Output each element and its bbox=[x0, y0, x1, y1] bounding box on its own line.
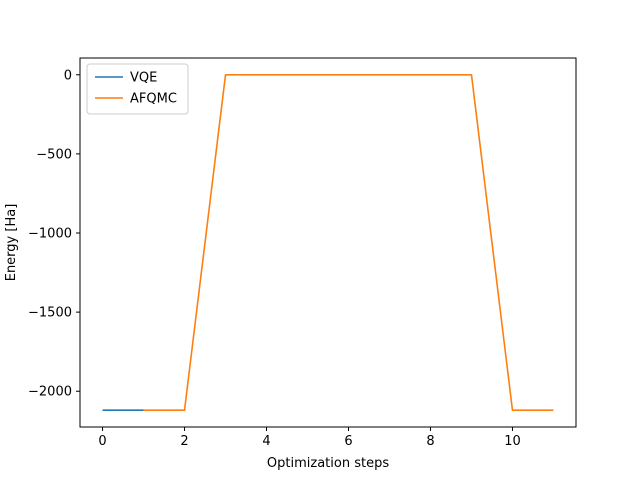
y-tick-label: 0 bbox=[64, 68, 72, 83]
series-layer bbox=[102, 73, 554, 412]
x-axis: 0 2 4 6 8 10 bbox=[98, 427, 521, 449]
y-tick-label: −2000 bbox=[28, 385, 72, 400]
series-line-afqmc bbox=[143, 73, 554, 412]
legend-label-vqe: VQE bbox=[130, 71, 157, 86]
legend: VQE AFQMC bbox=[86, 63, 189, 115]
x-tick-label: 4 bbox=[262, 434, 270, 449]
x-axis-label: Optimization steps bbox=[267, 456, 389, 471]
x-tick-label: 8 bbox=[426, 434, 434, 449]
x-tick-label: 6 bbox=[344, 434, 352, 449]
y-axis: 0 −500 −1000 −1500 −2000 bbox=[28, 68, 80, 400]
plot-frame bbox=[79, 57, 577, 428]
x-tick-label: 10 bbox=[504, 434, 521, 449]
y-tick-label: −500 bbox=[36, 147, 72, 162]
x-tick-label: 0 bbox=[98, 434, 106, 449]
y-tick-label: −1500 bbox=[28, 306, 72, 321]
y-axis-label: Energy [Ha] bbox=[4, 204, 19, 282]
y-tick-label: −1000 bbox=[28, 227, 72, 242]
legend-label-afqmc: AFQMC bbox=[130, 92, 177, 107]
x-tick-label: 2 bbox=[180, 434, 188, 449]
